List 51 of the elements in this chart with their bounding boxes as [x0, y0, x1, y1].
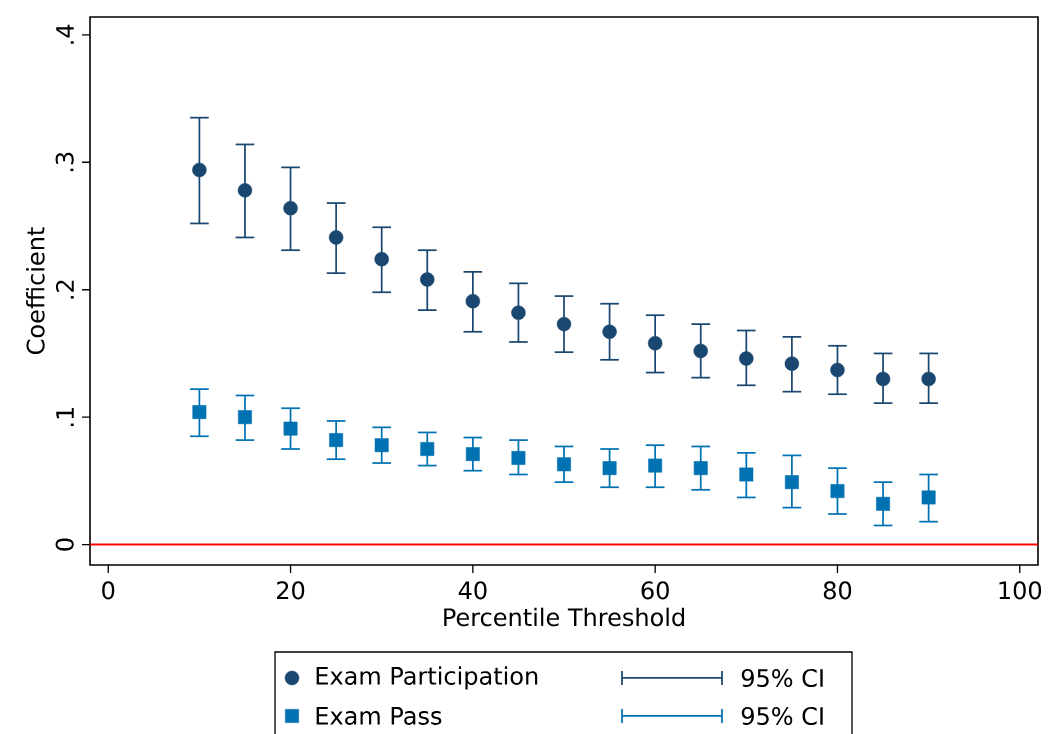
point [830, 362, 845, 378]
point [329, 433, 344, 448]
point [511, 305, 526, 320]
point [556, 316, 572, 332]
point [693, 343, 708, 359]
point [238, 410, 252, 425]
x-axis-title: Percentile Threshold [444, 607, 684, 627]
point [875, 371, 891, 387]
point [283, 421, 298, 436]
y-tick-label: .1 [56, 407, 74, 427]
point [647, 336, 663, 351]
legend-label: Exam Participation [316, 666, 538, 690]
point [784, 475, 799, 490]
point [830, 484, 845, 499]
x-tick-label: 60 [641, 581, 669, 600]
point [374, 251, 389, 267]
y-tick-label: .2 [55, 280, 74, 299]
y-tick-label: 0 [55, 538, 74, 551]
point [921, 371, 936, 387]
x-tick-label: 20 [277, 581, 305, 600]
legend-label: Exam Pass [316, 707, 442, 725]
x-tick-label: 80 [823, 581, 852, 600]
point [237, 183, 253, 198]
point [192, 162, 207, 178]
point [420, 272, 435, 287]
point [648, 458, 663, 473]
point [693, 461, 708, 476]
point [511, 451, 526, 465]
x-tick-label: 100 [999, 581, 1042, 600]
point [739, 467, 754, 482]
x-tick-label: 0 [102, 581, 115, 600]
point [192, 405, 207, 419]
point [602, 461, 617, 476]
point [420, 442, 435, 456]
point [465, 293, 481, 309]
x-tick-label: 40 [458, 581, 487, 600]
point [921, 490, 936, 505]
text: 95% CI [741, 706, 823, 726]
point [557, 457, 571, 472]
y-axis-title: Coefficient [26, 227, 45, 354]
point [465, 447, 480, 462]
point [739, 351, 754, 366]
y-tick-label: .3 [55, 152, 74, 172]
point [784, 356, 800, 371]
text: 95% CI [741, 668, 823, 688]
point [283, 200, 298, 216]
point [328, 230, 344, 245]
y-tick-label: .4 [56, 24, 74, 44]
point [602, 324, 617, 339]
point [374, 438, 389, 453]
point [876, 496, 890, 511]
